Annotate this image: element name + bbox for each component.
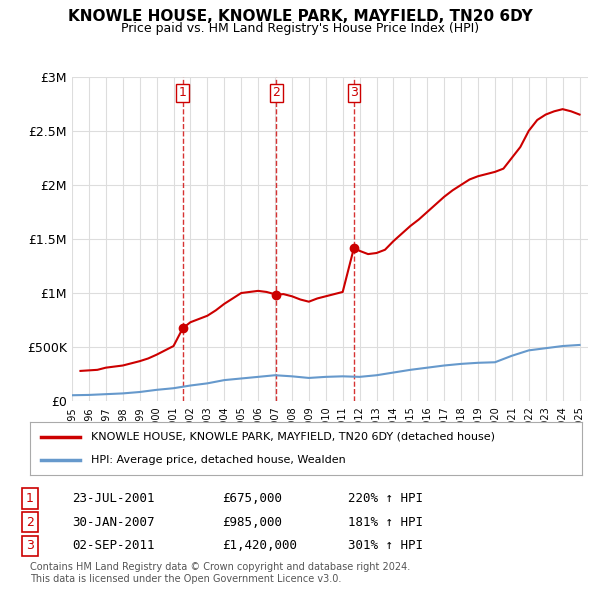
Text: 3: 3 — [350, 86, 358, 100]
Text: 2: 2 — [26, 516, 34, 529]
Text: 220% ↑ HPI: 220% ↑ HPI — [348, 492, 423, 505]
Text: 30-JAN-2007: 30-JAN-2007 — [72, 516, 155, 529]
Text: Price paid vs. HM Land Registry's House Price Index (HPI): Price paid vs. HM Land Registry's House … — [121, 22, 479, 35]
Text: 1: 1 — [179, 86, 187, 100]
Text: £985,000: £985,000 — [222, 516, 282, 529]
Text: £675,000: £675,000 — [222, 492, 282, 505]
Text: 181% ↑ HPI: 181% ↑ HPI — [348, 516, 423, 529]
Text: 301% ↑ HPI: 301% ↑ HPI — [348, 539, 423, 552]
Text: KNOWLE HOUSE, KNOWLE PARK, MAYFIELD, TN20 6DY: KNOWLE HOUSE, KNOWLE PARK, MAYFIELD, TN2… — [68, 9, 532, 24]
Text: 02-SEP-2011: 02-SEP-2011 — [72, 539, 155, 552]
Text: £1,420,000: £1,420,000 — [222, 539, 297, 552]
Text: Contains HM Land Registry data © Crown copyright and database right 2024.
This d: Contains HM Land Registry data © Crown c… — [30, 562, 410, 584]
Text: 23-JUL-2001: 23-JUL-2001 — [72, 492, 155, 505]
Text: 2: 2 — [272, 86, 280, 100]
Text: 1: 1 — [26, 492, 34, 505]
Text: 3: 3 — [26, 539, 34, 552]
Text: HPI: Average price, detached house, Wealden: HPI: Average price, detached house, Weal… — [91, 455, 346, 465]
Text: KNOWLE HOUSE, KNOWLE PARK, MAYFIELD, TN20 6DY (detached house): KNOWLE HOUSE, KNOWLE PARK, MAYFIELD, TN2… — [91, 432, 495, 442]
